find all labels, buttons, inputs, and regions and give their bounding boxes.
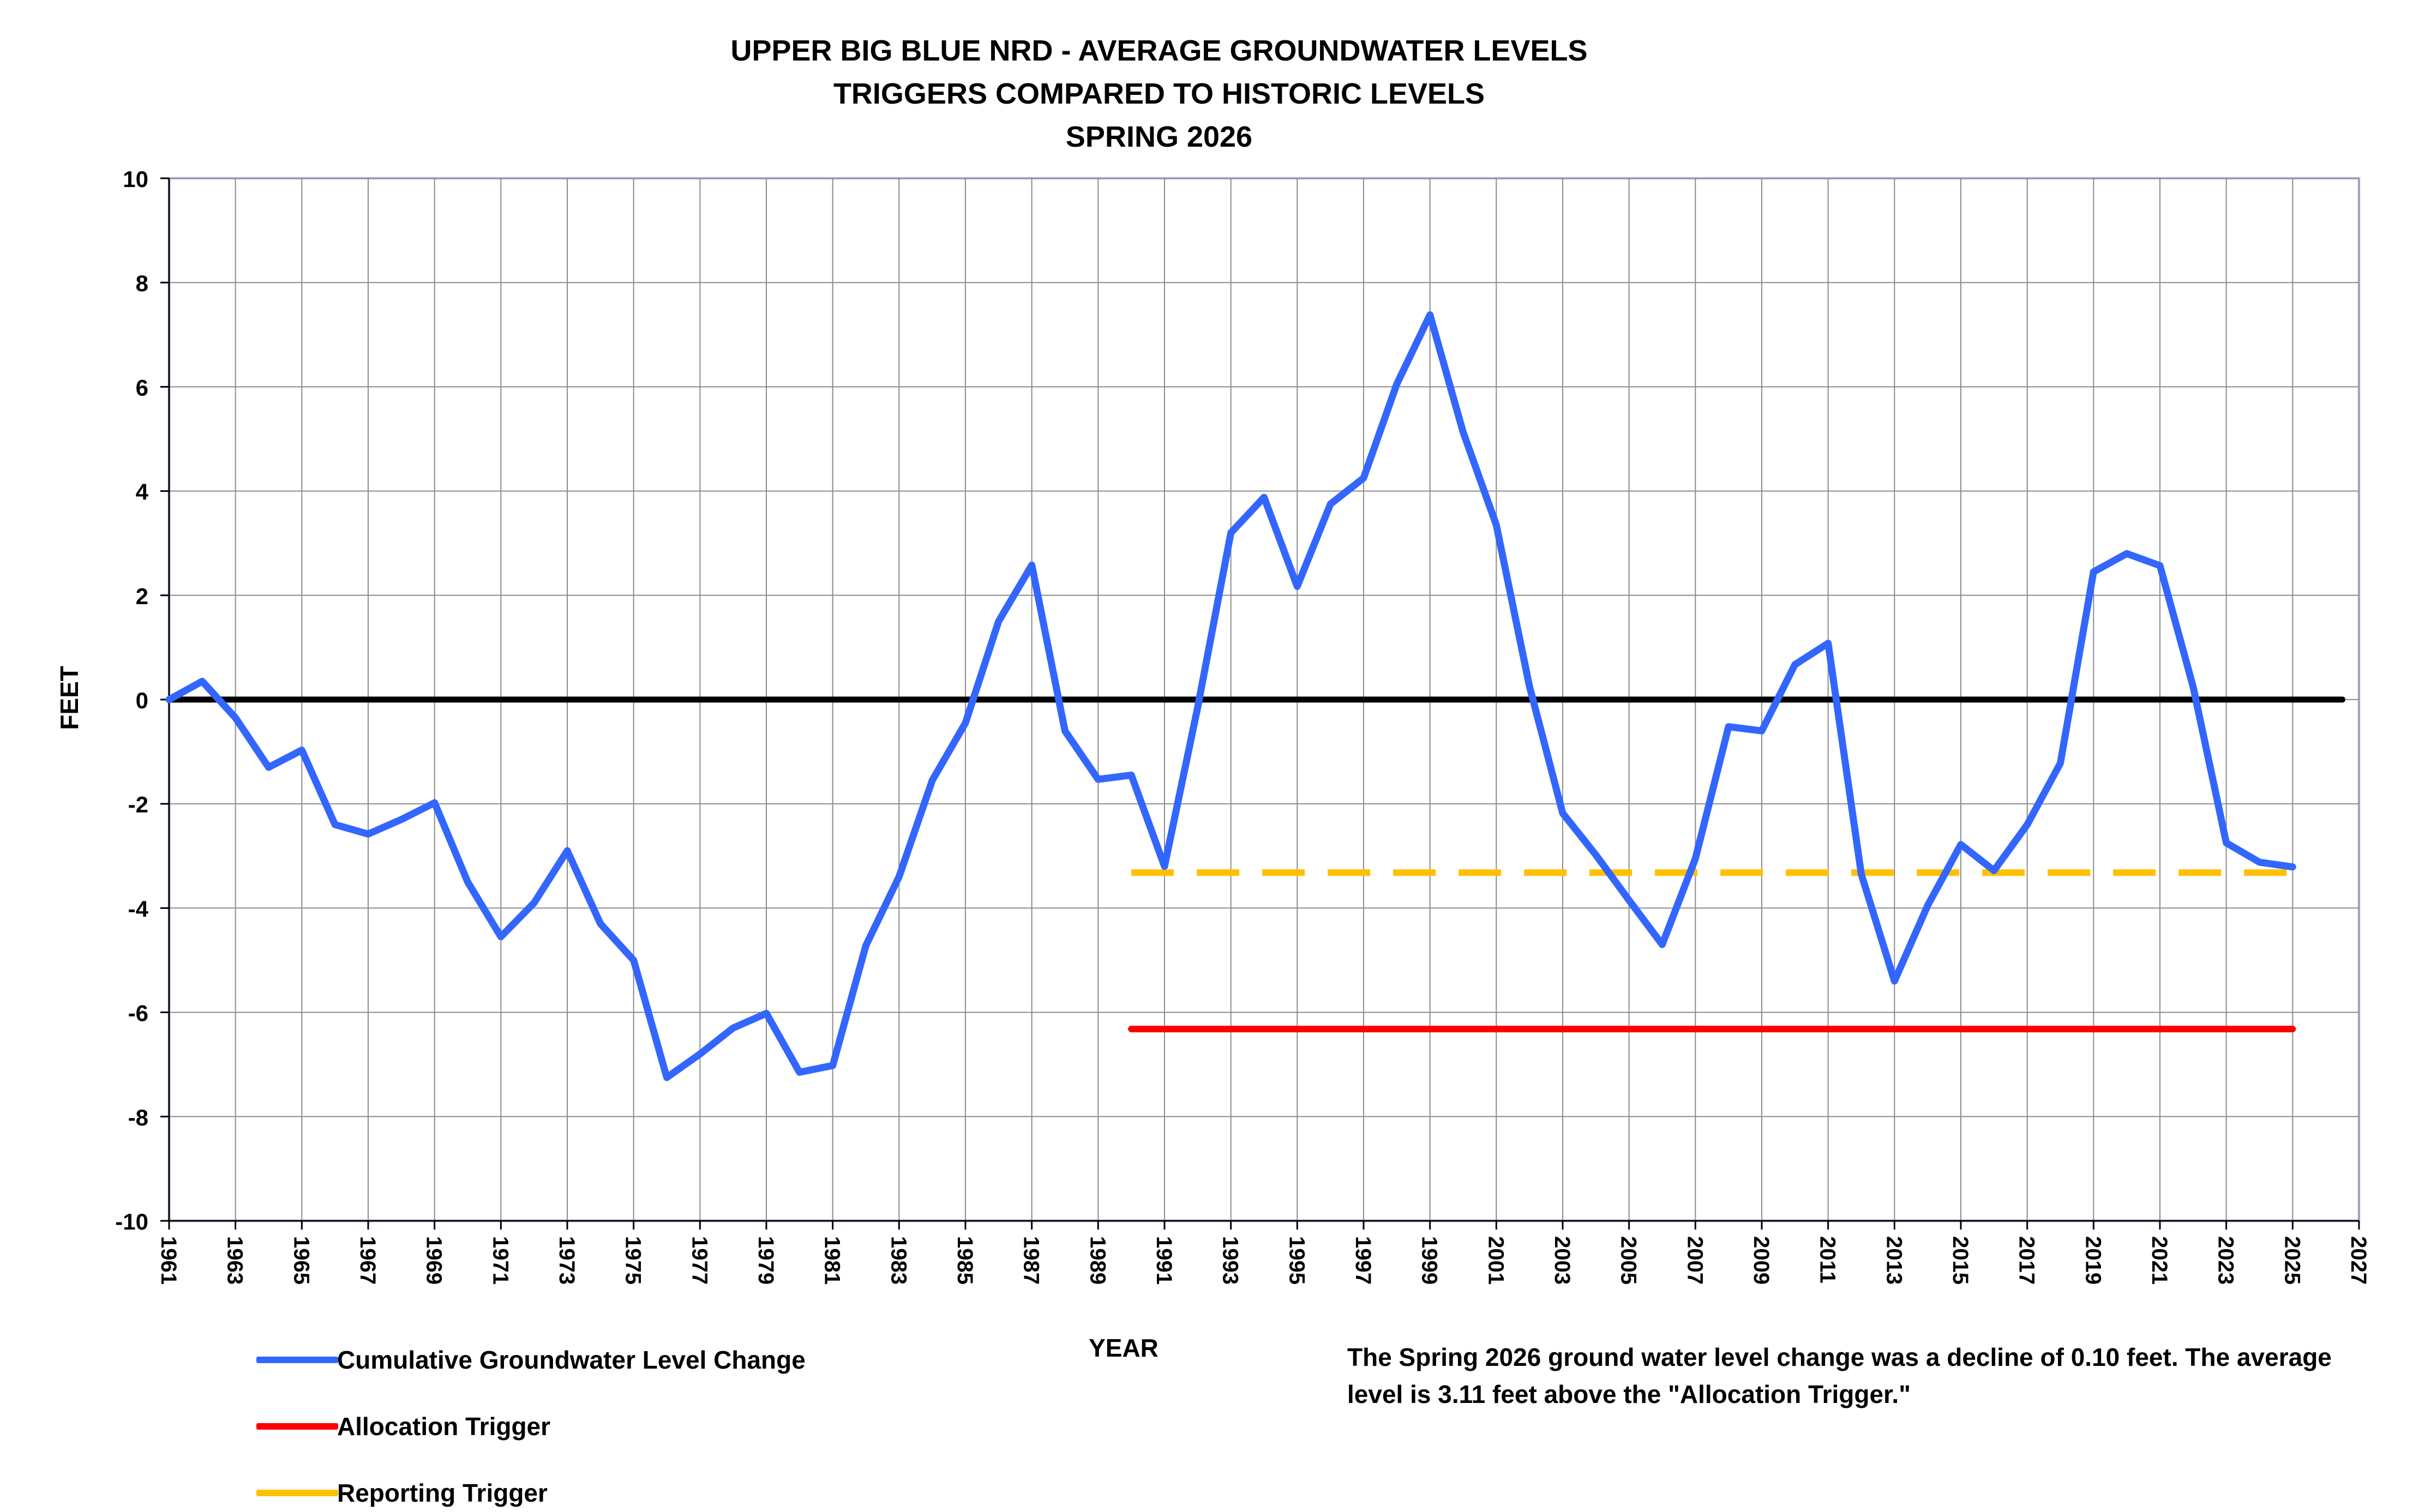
x-tick-label: 2003 xyxy=(1550,1236,1574,1285)
x-tick-label: 1995 xyxy=(1284,1236,1308,1285)
y-axis-title: FEET xyxy=(55,666,83,730)
x-tick-label: 1975 xyxy=(621,1236,645,1285)
chart-axes xyxy=(160,177,2360,1230)
legend-label-allocation: Allocation Trigger xyxy=(337,1412,551,1441)
y-tick-label: 4 xyxy=(136,479,149,505)
x-tick-label: 2025 xyxy=(2280,1236,2304,1285)
x-tick-label: 2001 xyxy=(1484,1236,1508,1285)
chart-title-line-2: TRIGGERS COMPARED TO HISTORIC LEVELS xyxy=(833,77,1485,110)
chart-annotation: The Spring 2026 ground water level chang… xyxy=(1347,1343,2332,1408)
x-tick-label: 2021 xyxy=(2147,1236,2171,1285)
x-tick-label: 2013 xyxy=(1882,1236,1906,1285)
chart-title-line-3: SPRING 2026 xyxy=(1065,121,1253,153)
x-tick-label: 2007 xyxy=(1683,1236,1707,1285)
x-tick-label: 1977 xyxy=(687,1236,711,1285)
x-tick-label: 1981 xyxy=(820,1236,844,1285)
x-tick-label: 2011 xyxy=(1816,1236,1840,1284)
x-tick-label: 1979 xyxy=(754,1236,778,1285)
x-tick-label: 1983 xyxy=(886,1236,910,1285)
x-tick-label: 1987 xyxy=(1019,1236,1043,1285)
x-tick-label: 2009 xyxy=(1749,1236,1773,1285)
x-tick-label: 1967 xyxy=(356,1236,380,1285)
y-tick-label: -8 xyxy=(128,1105,148,1130)
y-tick-label: 0 xyxy=(136,688,148,713)
legend-swatch-cumulative xyxy=(256,1357,338,1363)
x-tick-label: 1989 xyxy=(1085,1236,1109,1285)
chart-series xyxy=(165,311,2346,1081)
x-tick-label: 2023 xyxy=(2214,1236,2238,1285)
chart-tick-labels: 10 8 6 4 2 0 -2 -4 -6 -8 -10 1961 1963 1965 1967 1969 19… xyxy=(115,166,2370,1285)
x-tick-label: 1999 xyxy=(1418,1236,1442,1285)
y-tick-label: -4 xyxy=(128,896,149,921)
y-tick-label: -2 xyxy=(128,792,148,817)
x-tick-label: 2019 xyxy=(2081,1236,2105,1285)
x-tick-label: 2015 xyxy=(1948,1236,1972,1285)
legend-label-reporting: Reporting Trigger xyxy=(337,1479,548,1507)
x-tick-label: 2005 xyxy=(1617,1236,1641,1285)
legend-swatch-reporting xyxy=(256,1490,338,1496)
x-tick-label: 1997 xyxy=(1351,1236,1375,1285)
legend-swatch-allocation xyxy=(256,1423,338,1430)
x-tick-label: 1969 xyxy=(422,1236,446,1285)
x-tick-label: 2017 xyxy=(2015,1236,2039,1285)
y-tick-label: 6 xyxy=(136,375,148,400)
x-tick-label: 1985 xyxy=(953,1236,977,1285)
y-tick-label: 10 xyxy=(123,166,148,192)
x-tick-label: 1961 xyxy=(157,1236,181,1285)
x-tick-label: 1965 xyxy=(289,1236,313,1285)
legend-label-cumulative: Cumulative Groundwater Level Change xyxy=(337,1346,806,1374)
x-tick-label: 1963 xyxy=(223,1236,247,1285)
x-tick-label: 2027 xyxy=(2346,1236,2370,1285)
x-tick-label: 1993 xyxy=(1218,1236,1242,1285)
x-tick-label: 1971 xyxy=(488,1236,512,1285)
x-tick-label: 1991 xyxy=(1152,1236,1176,1285)
cumulative-groundwater-line xyxy=(165,311,2296,1081)
y-tick-label: 2 xyxy=(136,583,148,609)
x-tick-label: 1973 xyxy=(555,1236,579,1285)
y-tick-label: -10 xyxy=(115,1209,148,1234)
y-tick-label: -6 xyxy=(128,1001,148,1026)
chart-title-line-1: UPPER BIG BLUE NRD - AVERAGE GROUNDWATER… xyxy=(730,34,1588,67)
y-tick-label: 8 xyxy=(136,270,148,296)
x-axis-title: YEAR xyxy=(1089,1334,1159,1362)
